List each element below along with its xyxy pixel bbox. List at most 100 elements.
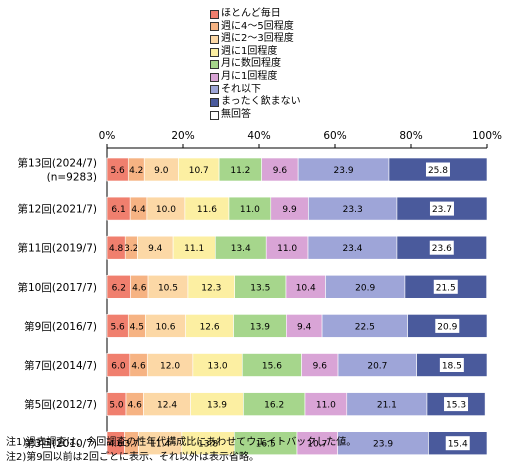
data-label: 20.9: [355, 283, 375, 293]
category-label: 第7回(2014/7): [24, 359, 97, 372]
data-label: 10.4: [296, 283, 316, 293]
category-label: 第9回(2016/7): [24, 320, 97, 333]
data-label: 5.6: [110, 322, 125, 332]
data-label: 23.6: [432, 244, 452, 254]
legend-item: ほとんど毎日: [210, 8, 301, 21]
legend-item: 月に数回程度: [210, 58, 301, 71]
data-label-box: [429, 201, 454, 216]
legend-label: 週に4～5回程度: [221, 20, 294, 32]
data-label: 23.3: [343, 205, 363, 215]
data-label: 4.6: [131, 362, 146, 372]
data-label: 21.1: [377, 401, 397, 411]
data-label: 23.7: [432, 205, 452, 215]
data-label: 10.7: [307, 440, 327, 450]
data-label: 15.3: [446, 401, 466, 411]
legend-item: 週に2～3回程度: [210, 33, 301, 46]
legend-swatch: [210, 34, 219, 44]
data-label: 5.0: [109, 401, 124, 411]
legend-swatch: [210, 60, 219, 70]
data-label: 9.4: [297, 322, 312, 332]
data-label: 6.0: [111, 362, 126, 372]
data-label: 12.0: [160, 362, 180, 372]
data-label: 20.7: [367, 362, 387, 372]
data-label-box: [439, 358, 464, 372]
category-label: 第5回(2012/7): [24, 398, 97, 411]
category-label: 第3回(2010/7): [24, 437, 97, 450]
data-label: 16.2: [264, 401, 284, 411]
legend-swatch: [210, 22, 219, 32]
x-tick-label: 40%: [247, 130, 270, 142]
data-label-box: [429, 240, 454, 255]
note-2: 注2)第9回以前は2回ごとに表示、それ以外は表示省略。: [6, 452, 259, 463]
data-label-box: [435, 318, 460, 333]
data-label: 13.9: [250, 322, 270, 332]
legend-label: 週に1回程度: [221, 45, 278, 57]
category-label: 第10回(2017/7): [18, 281, 98, 294]
data-label: 12.3: [201, 283, 221, 293]
data-label: 23.9: [373, 440, 393, 450]
legend-item: 月に1回程度: [210, 71, 301, 84]
legend: ほとんど毎日 週に4～5回程度 週に2～3回程度 週に1回程度 月に数回程度 月に1回程度…: [210, 8, 301, 121]
data-label: 9.4: [148, 244, 163, 254]
data-label: 25.8: [428, 166, 448, 176]
x-tick-label: 80%: [399, 130, 422, 142]
legend-swatch: [210, 72, 219, 82]
data-label: 4.5: [130, 322, 144, 332]
data-label: 11.1: [184, 244, 204, 254]
data-label: 9.6: [273, 166, 288, 176]
data-label: 4.6: [128, 401, 143, 411]
x-tick-label: 100%: [472, 130, 502, 142]
data-label: 9.0: [154, 166, 169, 176]
data-label: 16.5: [256, 440, 276, 450]
data-label: 11.6: [197, 205, 217, 215]
data-label: 10.7: [189, 166, 209, 176]
data-label: 11.0: [240, 205, 260, 215]
legend-swatch: [210, 9, 219, 19]
data-label-box: [445, 436, 470, 451]
data-label: 10.0: [156, 205, 176, 215]
category-label: 第11回(2019/7): [18, 242, 98, 255]
x-tick-label: 60%: [323, 130, 346, 142]
legend-swatch: [210, 85, 219, 95]
x-tick-label: 0%: [99, 130, 116, 142]
data-label: 20.9: [437, 322, 457, 332]
data-label: 15.4: [448, 440, 468, 450]
legend-label: ほとんど毎日: [221, 8, 281, 19]
data-label: 10.6: [155, 322, 175, 332]
legend-label: 週に2～3回程度: [221, 33, 294, 45]
data-label-box: [425, 162, 450, 177]
data-label: 4.2: [129, 166, 143, 176]
legend-swatch: [210, 47, 219, 57]
data-label: 15.6: [262, 362, 282, 372]
data-label: 4.4: [131, 205, 146, 215]
data-label-box: [433, 279, 458, 294]
legend-label: それ以下: [221, 83, 261, 95]
note-1: 注1)過去調査は、今回調査の性年代構成比にあわせてウエイトバックした値。: [6, 437, 357, 448]
legend-item: まったく飲まない: [210, 96, 301, 109]
data-label: 9.6: [313, 362, 328, 372]
legend-item: 週に1回程度: [210, 46, 301, 59]
legend-swatch: [210, 97, 219, 107]
data-label: 13.5: [250, 283, 270, 293]
data-label: 4.6: [109, 440, 124, 450]
data-label: 5.6: [110, 166, 125, 176]
legend-label: まったく飲まない: [221, 96, 301, 108]
data-label: 23.4: [342, 244, 362, 254]
data-label: 11.2: [230, 166, 250, 176]
data-label: 13.0: [208, 362, 228, 372]
data-label: 13.8: [198, 440, 218, 450]
legend-item: 無回答: [210, 109, 301, 122]
chart-notes: 注1)過去調査は、今回調査の性年代構成比にあわせてウエイトバックした値。 注2)…: [6, 435, 356, 465]
legend-swatch: [210, 110, 219, 120]
legend-label: 無回答: [221, 108, 251, 120]
data-label-box: [444, 397, 469, 412]
data-label: 18.5: [442, 362, 462, 372]
data-label: 10.5: [158, 283, 178, 293]
legend-label: 月に1回程度: [221, 70, 278, 82]
data-label: 11.0: [277, 244, 297, 254]
data-label: 23.9: [334, 166, 354, 176]
legend-item: 週に4～5回程度: [210, 21, 301, 34]
data-label: 11.4: [150, 440, 170, 450]
data-label: 3.7: [124, 440, 138, 450]
